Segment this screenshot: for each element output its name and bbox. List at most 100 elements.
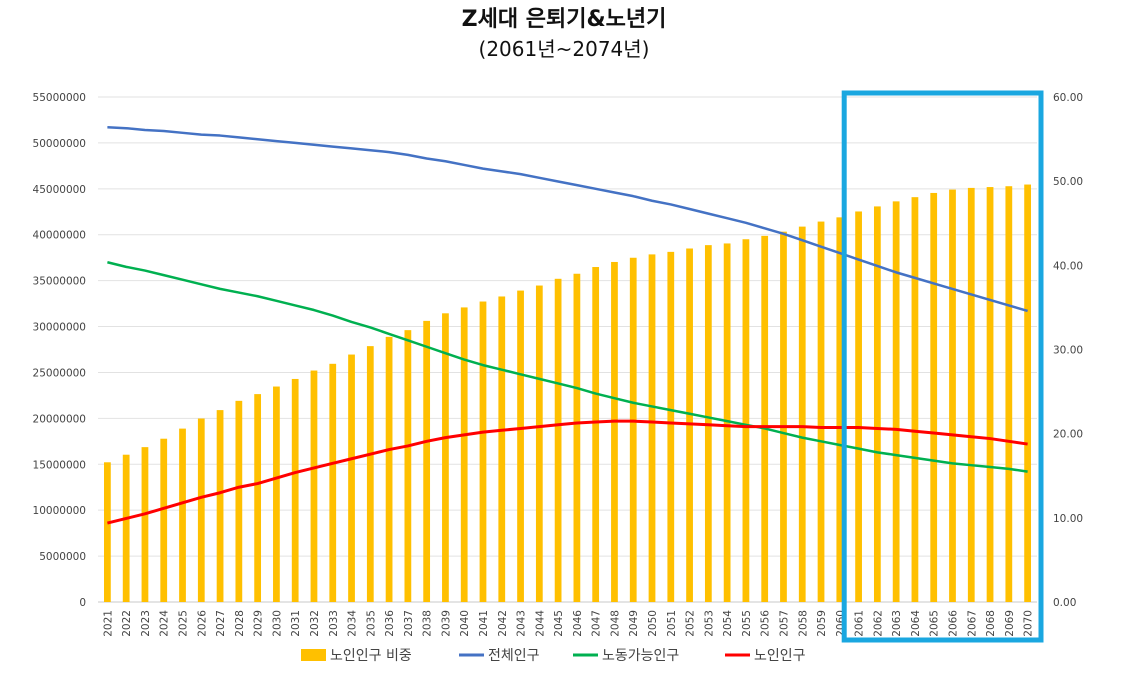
- x-axis-tick-label: 2063: [891, 610, 903, 637]
- bar: [479, 301, 487, 602]
- bar: [648, 254, 656, 602]
- x-axis-tick-label: 2057: [778, 610, 790, 637]
- left-axis-tick-label: 20000000: [33, 413, 86, 425]
- bar: [310, 370, 318, 602]
- bar: [1024, 184, 1031, 603]
- x-axis-tick-label: 2032: [309, 610, 321, 637]
- x-axis-tick-label: 2064: [910, 610, 922, 637]
- bar: [535, 285, 543, 602]
- right-axis-tick-label: 0.00: [1053, 597, 1076, 609]
- bar: [348, 354, 355, 602]
- x-axis-tick-label: 2049: [628, 610, 640, 637]
- left-axis-tick-label: 50000000: [33, 138, 86, 150]
- x-axis-tick-label: 2036: [384, 610, 396, 637]
- x-axis-tick-label: 2046: [572, 610, 584, 637]
- x-axis-tick-label: 2052: [685, 610, 697, 637]
- bar: [366, 346, 374, 602]
- x-axis-tick-label: 2025: [178, 610, 190, 637]
- bar: [723, 243, 731, 602]
- x-axis-tick-label: 2038: [422, 610, 434, 637]
- bar: [498, 296, 506, 602]
- x-axis-tick-label: 2024: [159, 610, 171, 637]
- bar: [592, 267, 600, 602]
- bar: [742, 239, 750, 602]
- right-axis-tick-label: 40.00: [1053, 260, 1083, 272]
- x-axis-tick-label: 2022: [121, 610, 133, 637]
- bar: [291, 378, 299, 602]
- bar: [141, 447, 149, 602]
- x-axis-tick-label: 2055: [741, 610, 753, 637]
- legend: 노인인구 비중 전체인구 노동가능인구 노인인구: [301, 648, 806, 664]
- bar: [855, 211, 862, 602]
- x-axis-tick-label: 2030: [271, 610, 283, 637]
- bar: [385, 336, 393, 602]
- x-axis-tick-label: 2068: [985, 610, 997, 637]
- x-axis-tick-label: 2039: [440, 610, 452, 637]
- left-axis-tick-label: 5000000: [39, 551, 86, 563]
- x-axis-tick-label: 2026: [196, 610, 208, 637]
- right-axis-tick-label: 30.00: [1053, 345, 1083, 357]
- bar: [780, 231, 787, 602]
- x-axis-tick-label: 2059: [816, 610, 828, 637]
- bar: [460, 307, 468, 602]
- bar: [911, 197, 919, 603]
- bar: [517, 290, 524, 602]
- bar: [423, 320, 431, 602]
- x-axis-tick-label: 2058: [797, 610, 809, 637]
- left-axis-tick-label: 35000000: [33, 276, 86, 288]
- right-axis-tick-label: 50.00: [1053, 176, 1083, 188]
- x-axis-tick-label: 2050: [647, 610, 659, 637]
- bar: [986, 187, 994, 602]
- bar: [404, 330, 412, 602]
- bar: [160, 438, 168, 602]
- bar: [273, 386, 280, 602]
- x-axis-tick-label: 2044: [534, 610, 546, 637]
- x-axis-tick-label: 2067: [966, 610, 978, 637]
- x-axis-tick-label: 2040: [459, 610, 471, 637]
- x-axis-tick-label: 2062: [872, 610, 884, 637]
- bar: [798, 226, 806, 602]
- right-axis-tick-label: 10.00: [1053, 513, 1083, 525]
- bar: [122, 454, 130, 602]
- bar: [104, 462, 111, 602]
- bar: [949, 189, 956, 603]
- chart-title: Z세대 은퇴기&노년기: [462, 7, 667, 32]
- legend-label: 노인인구 비중: [330, 648, 412, 664]
- legend-label: 전체인구: [488, 648, 540, 664]
- bar: [442, 313, 449, 602]
- highlight-box: [841, 90, 1044, 643]
- x-axis-tick-label: 2047: [591, 610, 603, 637]
- line-series-group: [107, 126, 1028, 525]
- series-line-1: [107, 126, 1028, 313]
- legend-label: 노동가능인구: [602, 648, 679, 664]
- x-axis-tick-label: 2033: [328, 610, 340, 637]
- left-axis-tick-label: 30000000: [33, 322, 86, 334]
- x-axis-tick-label: 2048: [609, 610, 621, 637]
- left-y-axis: 0 5000000 10000000 15000000 20000000 25000000…: [33, 92, 86, 609]
- bar: [892, 201, 900, 602]
- bar: [836, 217, 844, 602]
- x-axis-tick-label: 2051: [666, 610, 678, 637]
- left-axis-tick-label: 15000000: [33, 459, 86, 471]
- bar: [216, 410, 224, 602]
- bar: [930, 192, 938, 602]
- bar: [197, 418, 205, 602]
- bar: [611, 261, 618, 602]
- x-axis-tick-label: 2037: [403, 610, 415, 637]
- right-y-axis: 0.00 10.00 20.00 30.00 40.00 50.00 60.00: [1053, 92, 1083, 609]
- right-axis-tick-label: 20.00: [1053, 429, 1083, 441]
- left-axis-tick-label: 45000000: [33, 184, 86, 196]
- x-axis-tick-label: 2042: [497, 610, 509, 637]
- legend-swatch-bar: [301, 649, 326, 661]
- chart-subtitle: (2061년~2074년): [479, 37, 650, 61]
- x-axis-tick-label: 2021: [102, 610, 114, 637]
- x-axis-tick-label: 2069: [1004, 610, 1016, 637]
- x-axis-tick-label: 2027: [215, 610, 227, 637]
- x-axis-tick-label: 2065: [929, 610, 941, 637]
- left-axis-tick-label: 25000000: [33, 367, 86, 379]
- bar: [254, 394, 262, 602]
- bar: [667, 251, 675, 602]
- x-axis-tick-label: 2028: [234, 610, 246, 637]
- x-axis-tick-label: 2045: [553, 610, 565, 637]
